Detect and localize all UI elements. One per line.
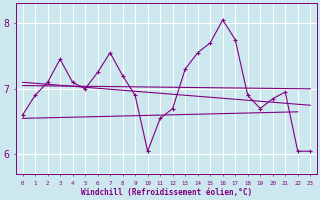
X-axis label: Windchill (Refroidissement éolien,°C): Windchill (Refroidissement éolien,°C) — [81, 188, 252, 197]
